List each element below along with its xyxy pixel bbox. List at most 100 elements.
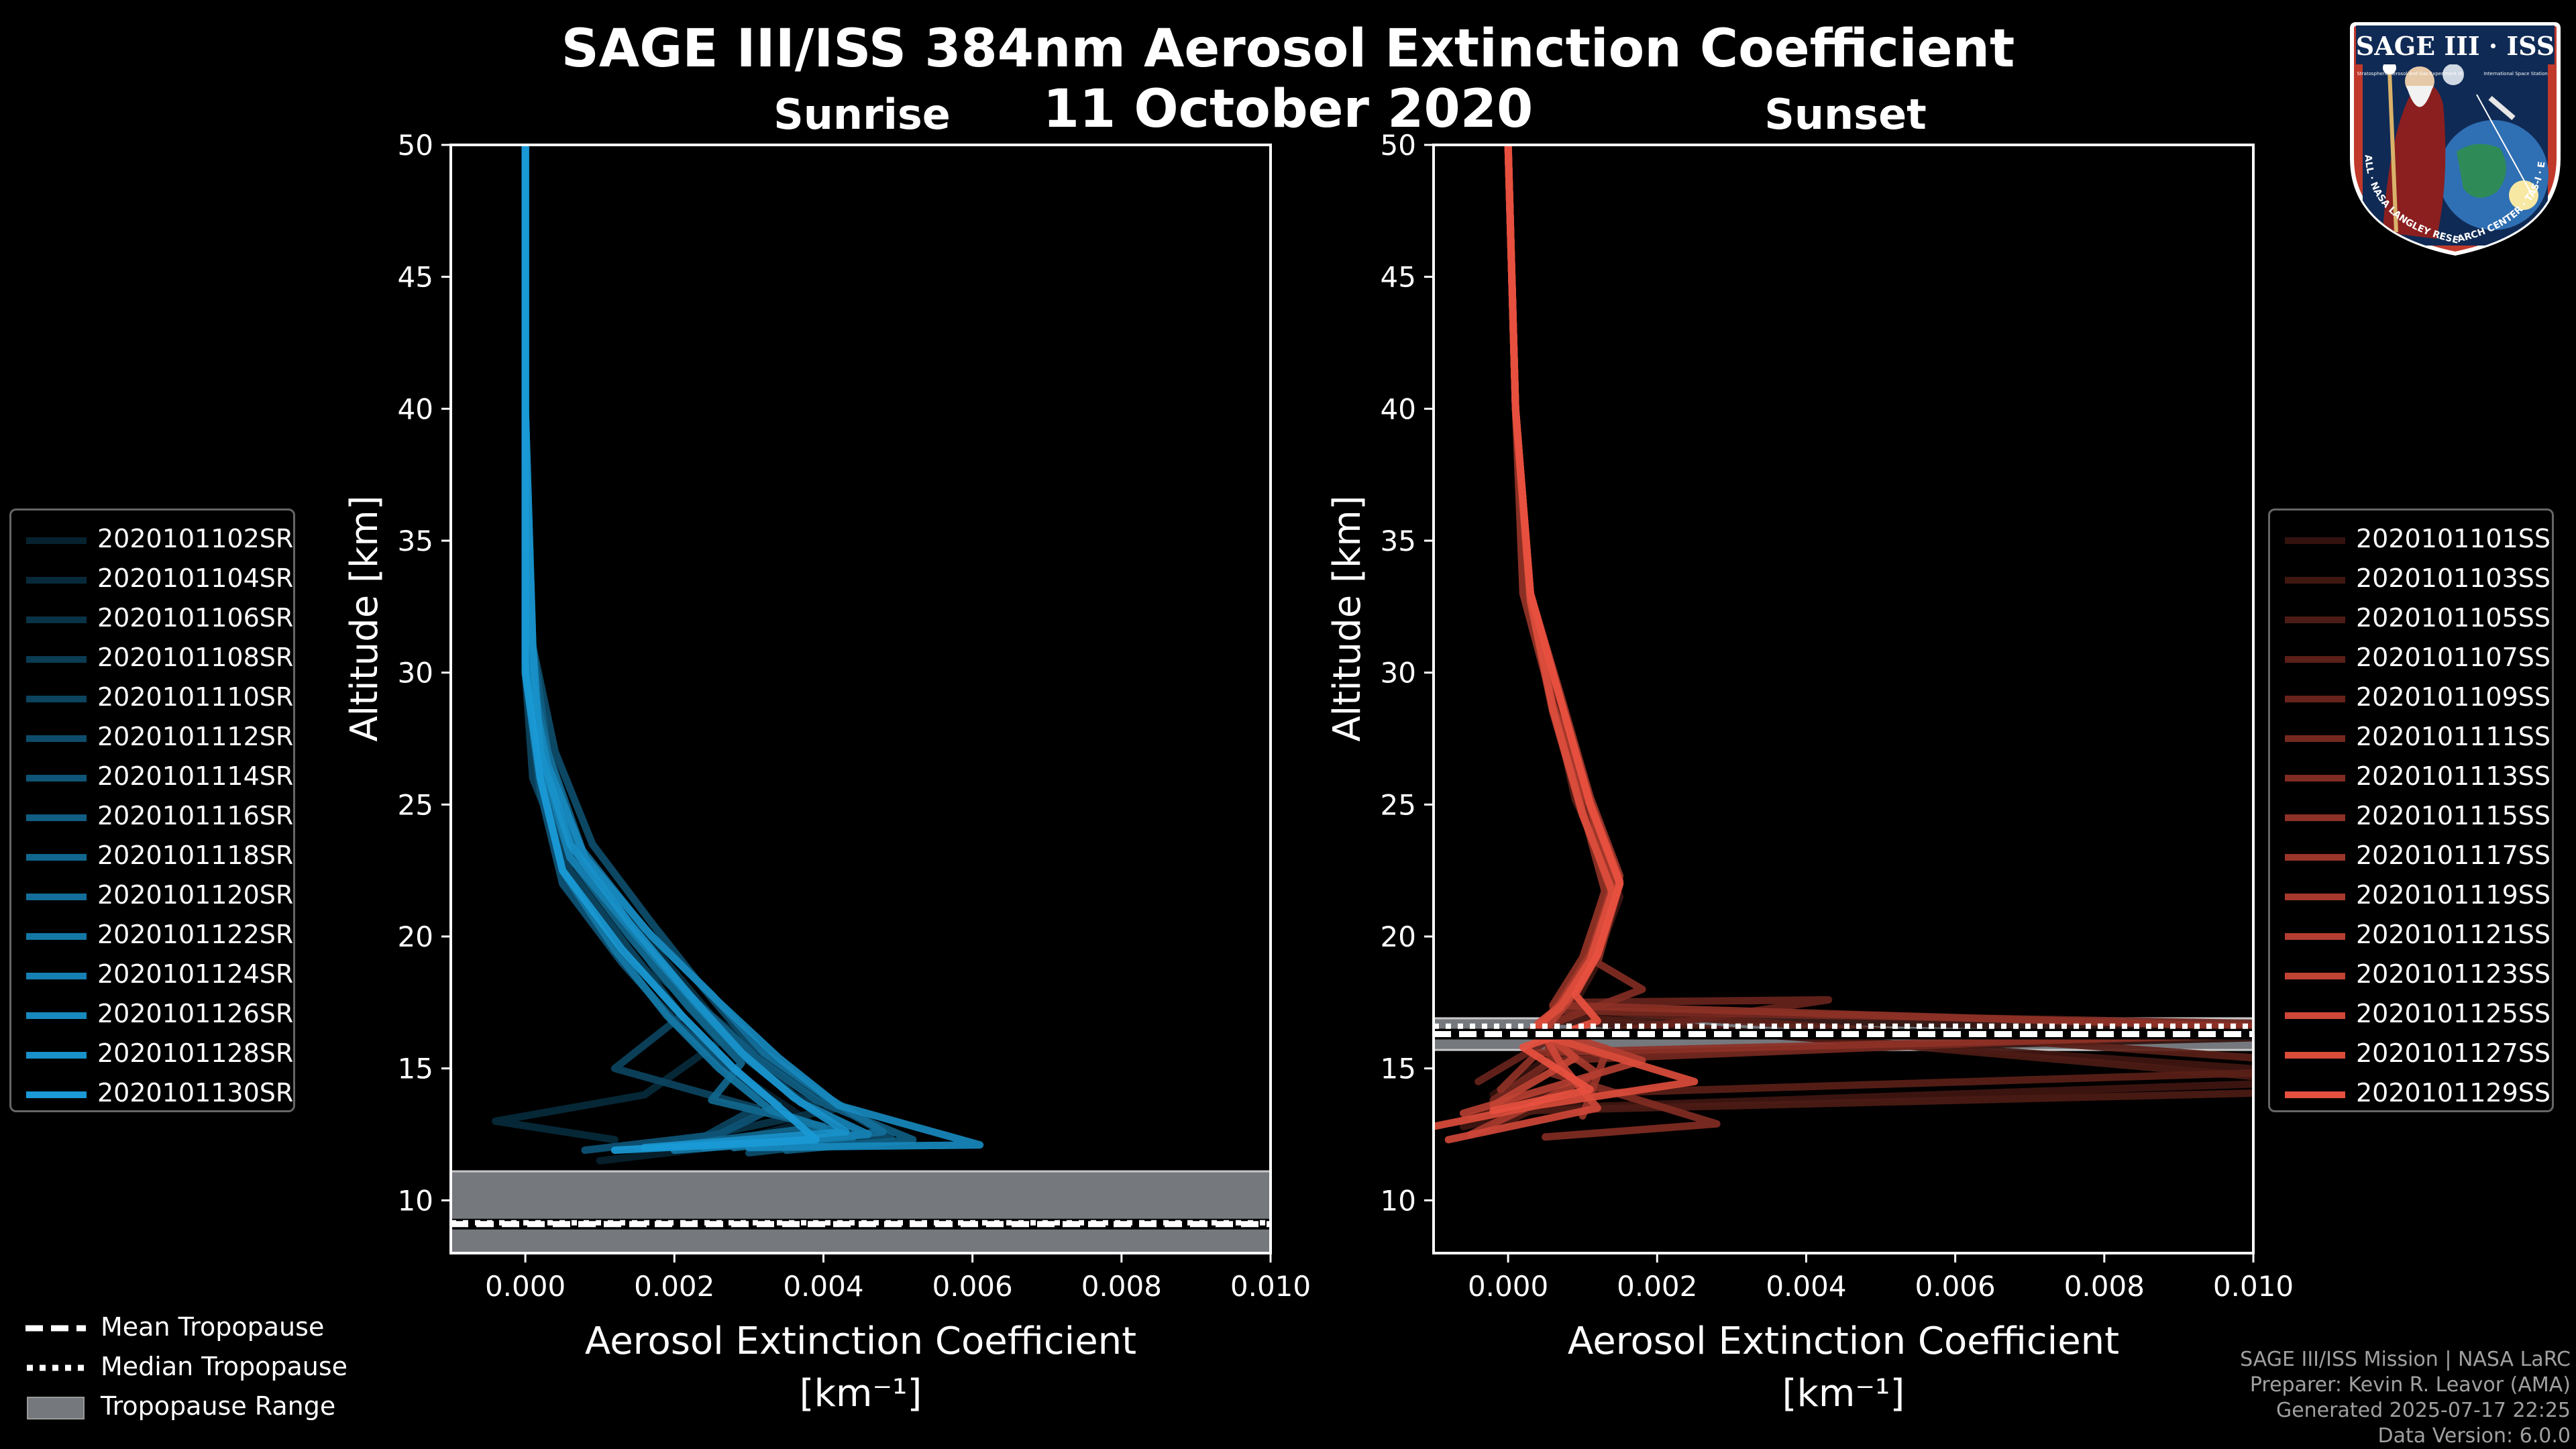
figure-title: SAGE III/ISS 384nm Aerosol Extinction Co…	[561, 19, 2015, 79]
line-swatch-icon	[26, 973, 87, 979]
line-swatch-icon	[2285, 973, 2345, 979]
sunrise-series-2020101130SR	[521, 145, 820, 1155]
sunset-ytick-label: 30	[1381, 657, 1416, 690]
line-swatch-icon	[2285, 1091, 2345, 1098]
sunrise-xlabel: Aerosol Extinction Coefficient	[585, 1320, 1136, 1363]
line-swatch-icon	[2285, 814, 2345, 821]
sunset-xtick-label: 0.000	[1468, 1270, 1548, 1303]
sunrise-legend-label: 2020101128SR	[97, 1038, 294, 1068]
line-swatch-icon	[26, 854, 87, 861]
credits-version: Data Version: 6.0.0	[2377, 1424, 2571, 1448]
sunset-ytick-label: 50	[1381, 129, 1416, 162]
sunrise-series-2020101128SR	[521, 145, 850, 1152]
sunrise-legend-label: 2020101122SR	[97, 920, 294, 949]
sunset-legend-label: 2020101121SS	[2356, 920, 2551, 949]
sunrise-series-2020101120SR	[521, 145, 887, 1152]
sunrise-ytick-label: 25	[398, 788, 433, 821]
line-swatch-icon	[26, 775, 87, 782]
sunrise-series-2020101112SR	[521, 145, 894, 1157]
legend-range-label: Tropopause Range	[101, 1391, 336, 1421]
sunrise-legend-label: 2020101104SR	[97, 564, 294, 593]
sunset-series-2020101129SS	[1489, 145, 1624, 1115]
sunrise-ytick-label: 40	[398, 392, 433, 425]
sunrise-legend-label: 2020101114SR	[97, 761, 294, 791]
sunrise-axes-frame	[449, 144, 1272, 1254]
sunset-ytick-label: 25	[1381, 788, 1416, 821]
line-swatch-icon	[26, 814, 87, 821]
line-swatch-icon	[2285, 577, 2345, 584]
sunset-series-group	[1434, 145, 2253, 1144]
sunrise-xtick-label: 0.004	[783, 1270, 863, 1303]
sunrise-ytick-label: 30	[398, 657, 433, 690]
line-swatch-icon	[26, 735, 87, 742]
sunset-plot: 10 15 20 25 30 35 40 45 50 0.000 0.002 0.004 0.006 0.…	[1326, 129, 2294, 1415]
line-swatch-icon	[26, 894, 87, 900]
dashed-line-icon	[25, 1325, 86, 1332]
sunrise-tropopause-range	[451, 1170, 1271, 1253]
line-swatch-icon	[26, 537, 87, 544]
sunset-ytick-label: 35	[1381, 525, 1416, 557]
sunset-series-2020101111SS	[1489, 145, 2253, 1104]
sunset-xtick-label: 0.008	[2064, 1270, 2145, 1303]
sunrise-xtick-label: 0.010	[1230, 1270, 1311, 1303]
sunrise-series-2020101118SR	[521, 145, 827, 1152]
sunset-subtitle: Sunset	[1764, 90, 1927, 139]
sunrise-legend-label: 2020101130SR	[97, 1078, 294, 1108]
sunrise-xtick-label: 0.002	[634, 1270, 714, 1303]
sunset-ytick-label: 10	[1381, 1184, 1416, 1217]
line-swatch-icon	[26, 656, 87, 663]
sunrise-ytick-label: 45	[398, 261, 433, 294]
sunrise-xunit: [km⁻¹]	[800, 1372, 922, 1415]
sunset-xunit: [km⁻¹]	[1782, 1372, 1905, 1415]
sunset-legend-label: 2020101127SS	[2356, 1038, 2551, 1068]
line-swatch-icon	[2285, 1052, 2345, 1059]
credits-generated: Generated 2025-07-17 22:25	[2275, 1399, 2571, 1422]
sunset-legend-label: 2020101113SS	[2356, 761, 2551, 791]
sunset-xtick-label: 0.010	[2213, 1270, 2294, 1303]
sunrise-xtick-label: 0.006	[932, 1270, 1013, 1303]
line-swatch-icon	[2285, 894, 2345, 900]
gray-swatch-icon	[27, 1397, 85, 1419]
sunrise-legend-label: 2020101106SR	[97, 603, 294, 633]
sunset-xtick-label: 0.004	[1766, 1270, 1846, 1303]
logo-title: SAGE III · ISS	[2356, 31, 2555, 61]
sunrise-legend-label: 2020101110SR	[97, 682, 294, 712]
line-swatch-icon	[26, 577, 87, 584]
sunset-series-2020101121SS	[1459, 145, 1646, 1117]
sunset-axes-frame	[1432, 144, 2255, 1254]
sunrise-ytick-label: 10	[398, 1184, 433, 1217]
sunrise-xtick-label: 0.000	[485, 1270, 566, 1303]
sunrise-series-2020101110SR	[521, 145, 760, 1149]
legend-mean-label: Mean Tropopause	[101, 1312, 325, 1342]
sunrise-ytick-label: 20	[398, 920, 433, 953]
sunrise-series-group	[492, 145, 984, 1165]
sunrise-legend-label: 2020101116SR	[97, 801, 294, 830]
logo-small-right: International Space Station	[2483, 71, 2547, 76]
sunset-legend-label: 2020101103SS	[2356, 564, 2551, 593]
line-swatch-icon	[2285, 735, 2345, 742]
line-swatch-icon	[26, 933, 87, 940]
line-swatch-icon	[26, 616, 87, 623]
sunrise-ytick-label: 35	[398, 525, 433, 557]
line-swatch-icon	[26, 1091, 87, 1098]
sunset-ytick-label: 15	[1381, 1053, 1416, 1085]
figure-date: 11 October 2020	[1042, 79, 1534, 140]
sunrise-legend-label: 2020101126SR	[97, 999, 294, 1028]
sunrise-subtitle: Sunrise	[773, 90, 951, 139]
sunset-ytick-label: 40	[1381, 392, 1416, 425]
line-swatch-icon	[2285, 537, 2345, 544]
sunset-series-2020101101SS	[1489, 145, 2253, 1099]
sunset-legend-label: 2020101111SS	[2356, 722, 2551, 751]
sunset-series-2020101115SS	[1497, 145, 2253, 1093]
logo-small-left: Stratospheric Aerosol and Gas Experiment…	[2357, 71, 2462, 76]
line-swatch-icon	[26, 1052, 87, 1059]
sunset-legend-label: 2020101119SS	[2356, 880, 2551, 910]
sunset-ytick-label: 20	[1381, 920, 1416, 953]
sunrise-legend-label: 2020101124SR	[97, 959, 294, 989]
sunset-xtick-label: 0.002	[1617, 1270, 1697, 1303]
sunset-legend-label: 2020101123SS	[2356, 959, 2551, 989]
line-swatch-icon	[26, 1012, 87, 1019]
line-swatch-icon	[2285, 656, 2345, 663]
sunset-legend-label: 2020101107SS	[2356, 643, 2551, 672]
